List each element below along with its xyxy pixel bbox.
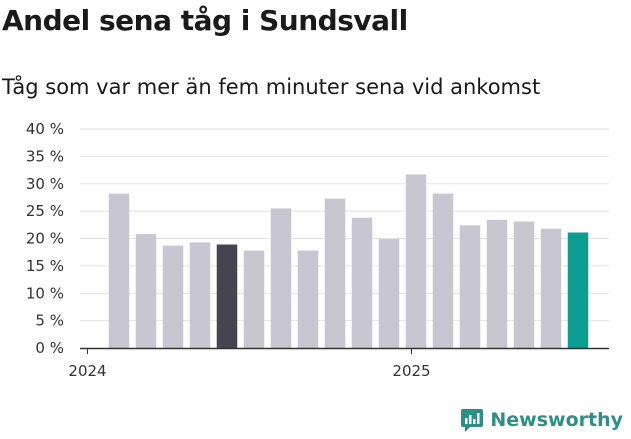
x-tick-label: 2025 bbox=[392, 362, 430, 380]
bar-2024-12 bbox=[378, 239, 400, 348]
x-tick-label: 2024 bbox=[68, 362, 106, 380]
brand-logo: Newsworthy bbox=[460, 407, 623, 433]
bar-2025-06 bbox=[540, 228, 562, 348]
y-tick-label: 10 % bbox=[26, 284, 64, 302]
bar-2025-02 bbox=[432, 193, 454, 348]
brand-name: Newsworthy bbox=[490, 409, 623, 431]
bar-2024-04 bbox=[162, 245, 184, 348]
bar-2024-03 bbox=[135, 234, 157, 348]
bar-2024-08 bbox=[270, 208, 292, 348]
chart-title: Andel sena tåg i Sundsvall bbox=[2, 4, 408, 37]
bar-2024-07 bbox=[243, 250, 265, 348]
bar-2025-03 bbox=[459, 225, 481, 348]
bar-2024-05 bbox=[189, 242, 211, 348]
y-tick-label: 30 % bbox=[26, 175, 64, 193]
bar-2025-01 bbox=[405, 174, 427, 348]
bar-2025-05 bbox=[513, 221, 535, 348]
y-tick-label: 40 % bbox=[26, 120, 64, 138]
chart-subtitle: Tåg som var mer än fem minuter sena vid … bbox=[2, 75, 541, 99]
y-tick-label: 35 % bbox=[26, 147, 64, 165]
bar-2025-07 bbox=[567, 232, 589, 348]
bar-2024-06 bbox=[216, 244, 238, 348]
bar-2025-04 bbox=[486, 219, 508, 348]
y-tick-label: 15 % bbox=[26, 257, 64, 275]
y-tick-label: 20 % bbox=[26, 230, 64, 248]
newsworthy-logo-icon bbox=[461, 409, 484, 432]
bar-2024-11 bbox=[351, 217, 373, 348]
y-tick-label: 25 % bbox=[26, 202, 64, 220]
bar-2024-02 bbox=[108, 193, 130, 348]
y-tick-label: 0 % bbox=[35, 339, 64, 357]
bar-2024-10 bbox=[324, 198, 346, 348]
y-tick-label: 5 % bbox=[35, 312, 64, 330]
bar-2024-09 bbox=[297, 250, 319, 348]
